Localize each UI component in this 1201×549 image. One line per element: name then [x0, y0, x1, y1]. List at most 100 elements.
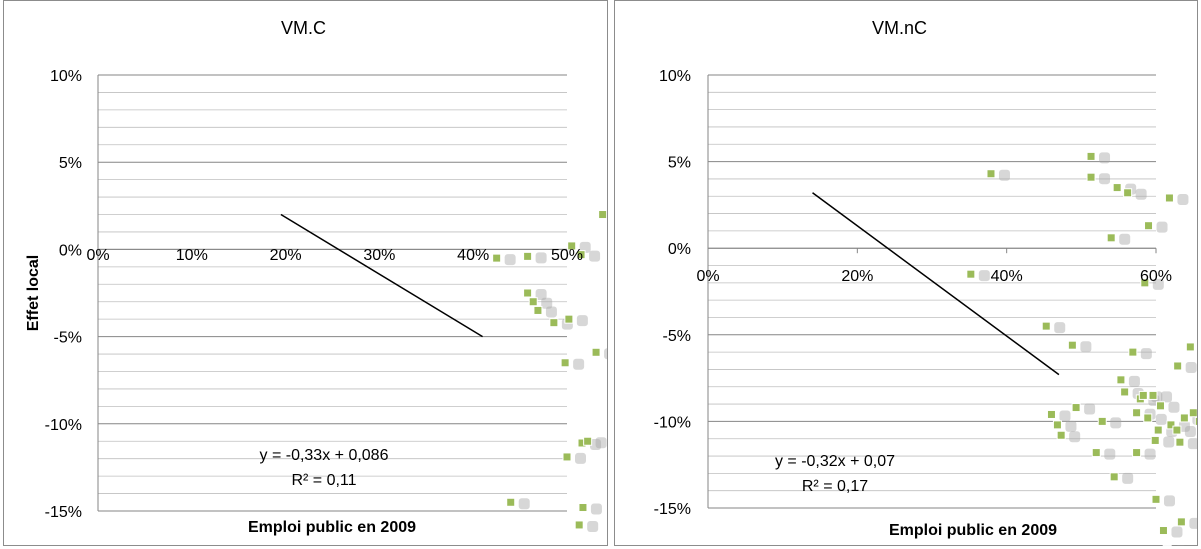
data-point [1150, 435, 1160, 445]
data-point [1091, 448, 1101, 458]
marker-shadow [590, 503, 602, 515]
y-tick-label: -10% [654, 414, 691, 431]
marker-shadow [1140, 348, 1152, 360]
data-point [1158, 526, 1168, 536]
marker-shadow [1099, 173, 1111, 185]
data-point [578, 503, 588, 513]
marker-shadow [1168, 401, 1180, 413]
marker-shadow [1155, 413, 1167, 425]
marker-shadow [1163, 436, 1175, 448]
trendline-equation: y = -0,32x + 0,07 [775, 453, 895, 470]
marker-shadow [1156, 221, 1168, 233]
data-point [523, 288, 533, 298]
data-point [1097, 416, 1107, 426]
marker-shadow [1069, 431, 1081, 443]
data-point [560, 358, 570, 368]
data-point [1153, 425, 1163, 435]
data-point [1067, 340, 1077, 350]
chart-title-right: VM.nC [872, 18, 928, 38]
data-point [492, 253, 502, 263]
marker-shadow [518, 498, 530, 510]
chart-group-0: 0% 10% 20% 30% 40% 50% 10% 5% 0% -5% -10% -15% y = -… [25, 68, 607, 536]
data-point [1172, 425, 1182, 435]
trendline [280, 213, 483, 338]
data-point [1123, 188, 1133, 198]
marker-shadow [573, 358, 585, 370]
data-point [576, 250, 586, 260]
x-tick-label: 40% [991, 268, 1023, 285]
data-point [1148, 390, 1158, 400]
data-point [986, 169, 996, 179]
y-tick-label: 0% [668, 241, 691, 258]
y-tick-label: 5% [59, 155, 82, 172]
data-point [1056, 430, 1066, 440]
chart-clip-area-1: 0% 20% 40% 60% 10% 5% 0% -5% -10% -15% y = -0,32x … [654, 68, 1197, 546]
marker-shadow [1065, 420, 1077, 432]
marker-shadow [1178, 420, 1190, 432]
marker-shadow [1080, 341, 1092, 353]
chart-group-1: 0% 20% 40% 60% 10% 5% 0% -5% -10% -15% y = -0,32x … [654, 68, 1197, 546]
marker-shadow [541, 297, 553, 309]
marker-shadow [589, 250, 601, 262]
data-point [1052, 420, 1062, 430]
trendline-r2: R² = 0,11 [291, 472, 356, 489]
data-point [1140, 278, 1150, 288]
data-point [1155, 401, 1165, 411]
data-point [1106, 233, 1116, 243]
marker-shadow [1187, 438, 1197, 450]
marker-shadow [1184, 426, 1196, 438]
data-point [1166, 420, 1176, 430]
marker-shadow [575, 452, 586, 464]
y-tick-label: -5% [663, 328, 691, 345]
x-tick-label: 60% [1140, 268, 1172, 285]
marker-shadow [1135, 188, 1147, 200]
data-point [591, 347, 601, 357]
marker-shadow [978, 270, 990, 282]
x-tick-label: 10% [176, 247, 208, 264]
y-tick-label: -5% [54, 330, 82, 347]
trendline-equation: y = -0,33x + 0,086 [260, 447, 389, 464]
y-tick-label: -15% [45, 504, 82, 521]
data-point [1173, 361, 1183, 371]
data-point [1138, 390, 1148, 400]
data-point [583, 436, 593, 446]
data-point [549, 318, 559, 328]
chart-panel-left [3, 0, 608, 546]
marker-shadow [1099, 152, 1111, 164]
marker-shadow [1059, 410, 1071, 422]
marker-shadow [1177, 193, 1189, 205]
data-point [1162, 545, 1172, 546]
marker-shadow [595, 437, 607, 449]
chart-clip-area-0: 0% 10% 20% 30% 40% 50% 10% 5% 0% -5% -10% -15% y = -… [25, 68, 607, 536]
marker-shadow [1054, 322, 1066, 334]
x-tick-label: 0% [696, 268, 719, 285]
marker-shadow [1144, 448, 1156, 460]
data-point [564, 314, 574, 324]
data-point [574, 520, 584, 530]
marker-shadow [545, 306, 557, 318]
trendline [812, 192, 1060, 376]
data-point [1071, 403, 1081, 413]
data-point [1041, 321, 1051, 331]
y-tick-label: 10% [659, 68, 691, 85]
data-point [1128, 347, 1138, 357]
x-axis-title: Emploi public en 2009 [248, 519, 416, 536]
data-point [1179, 413, 1189, 423]
marker-shadow [1104, 448, 1116, 460]
data-point [1120, 387, 1130, 397]
marker-shadow [576, 315, 588, 327]
x-tick-label: 30% [363, 247, 395, 264]
marker-shadow [1164, 495, 1175, 507]
data-point [1143, 413, 1153, 423]
data-point [1144, 221, 1154, 231]
marker-shadow [590, 438, 602, 450]
data-point [1176, 517, 1186, 527]
data-point [966, 269, 976, 279]
marker-shadow [604, 348, 607, 360]
data-point [567, 241, 577, 251]
y-tick-label: 5% [668, 155, 691, 172]
marker-shadow [535, 252, 547, 264]
marker-shadow [587, 520, 599, 532]
data-point [1132, 408, 1142, 418]
y-axis-title: Effet local [25, 255, 42, 331]
